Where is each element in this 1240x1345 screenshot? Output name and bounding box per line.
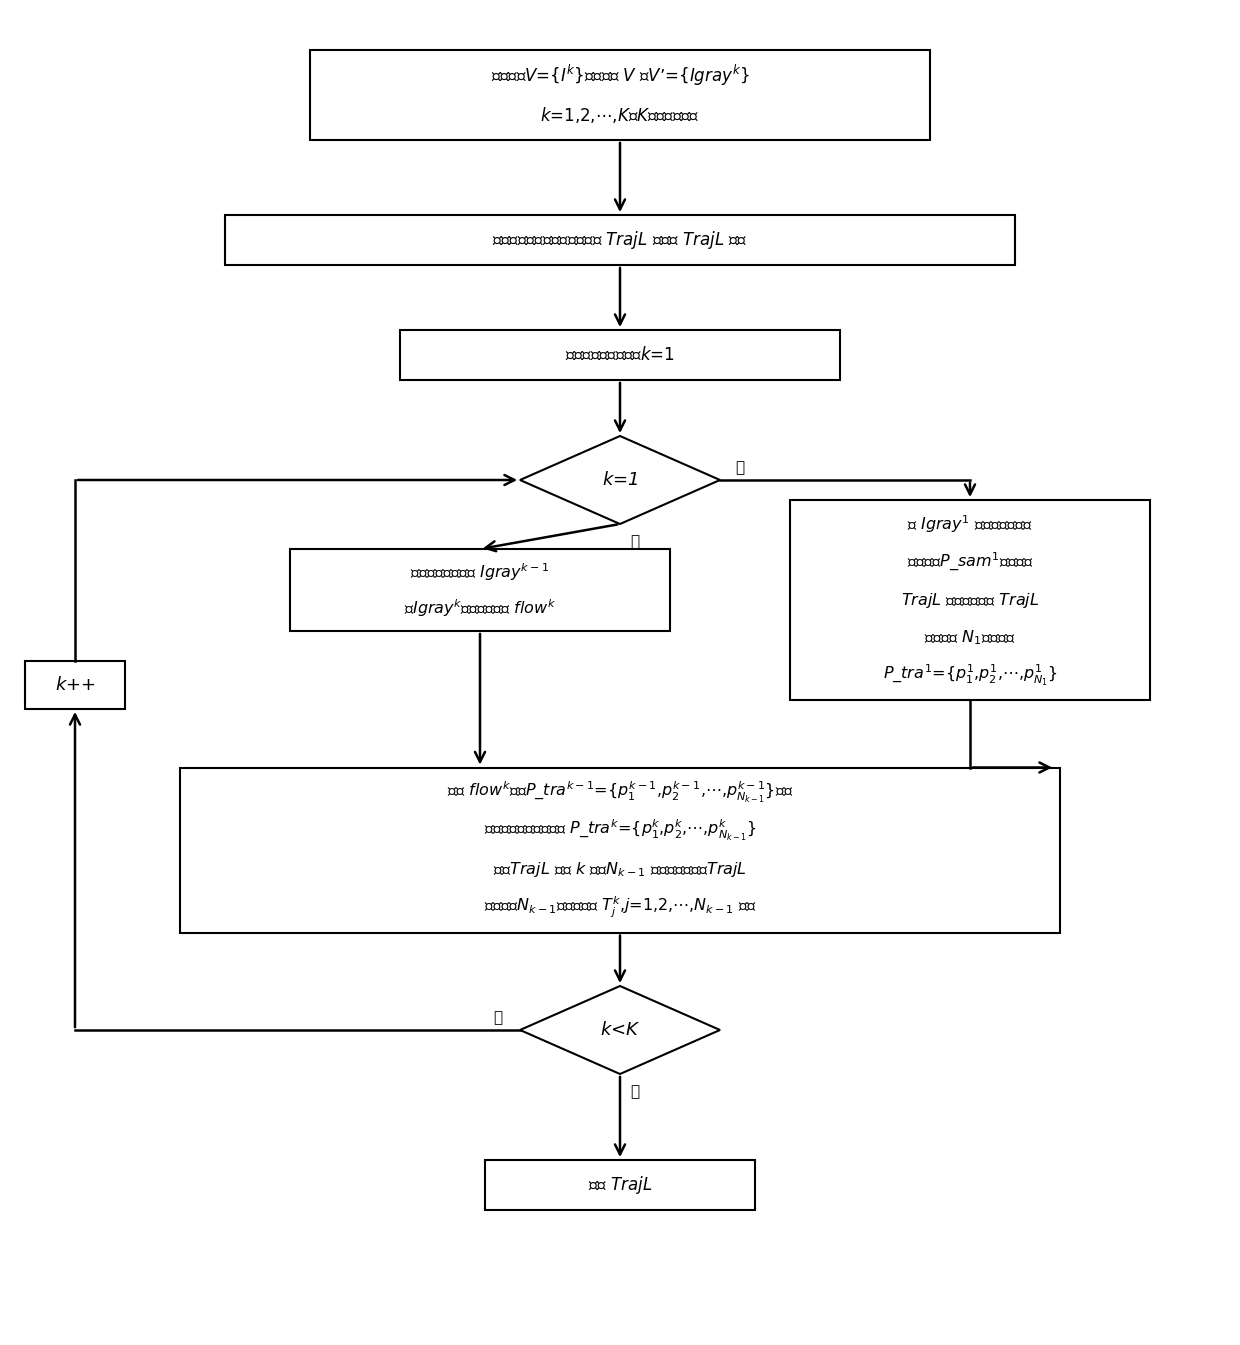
Text: 根据 $flow^k$，对$P\_tra^{k-1}$={$p_1^{k-1}$,$p_2^{k-1}$,⋯,$p_{N_{k-1}}^{k-1}$}中的: 根据 $flow^k$，对$P\_tra^{k-1}$={$p_1^{k-1}$… <box>446 780 794 806</box>
Text: 读入视频$V$={$I^k$}，灰度化 $V$ 得$V$’={$Igray^k$}: 读入视频$V$={$I^k$}，灰度化 $V$ 得$V$’={$Igray^k$… <box>491 63 749 87</box>
Text: 点跟踪，得到跟踪点集 $P\_tra^k$={$p_1^k$,$p_2^k$,⋯,$p_{N_{k-1}}^k$}: 点跟踪，得到跟踪点集 $P\_tra^k$={$p_1^k$,$p_2^k$,⋯… <box>484 818 756 843</box>
Text: $k$<$K$: $k$<$K$ <box>600 1021 640 1038</box>
Bar <box>401 330 839 381</box>
Text: 稀密点集$P\_sam^1$并添加到: 稀密点集$P\_sam^1$并添加到 <box>906 551 1033 573</box>
Bar <box>180 768 1060 932</box>
Bar <box>790 500 1149 699</box>
Bar <box>310 50 930 140</box>
Text: $k$++: $k$++ <box>55 677 95 694</box>
Text: 中共形成$N_{k-1}$条轨迹，用 $T_j^k$,$j$=1,2,⋯,$N_{k-1}$ 表示: 中共形成$N_{k-1}$条轨迹，用 $T_j^k$,$j$=1,2,⋯,$N_… <box>484 894 756 920</box>
Text: 第一列的 $N_1$个轨迹点: 第一列的 $N_1$个轨迹点 <box>924 628 1016 647</box>
Text: 是: 是 <box>492 1010 502 1025</box>
Text: $P\_tra^1$={$p_1^1$,$p_2^1$,⋯,$p_{N_1}^1$}: $P\_tra^1$={$p_1^1$,$p_2^1$,⋯,$p_{N_1}^1… <box>883 663 1058 689</box>
Text: 对 $Igray^1$ 稀密采样，得到: 对 $Igray^1$ 稀密采样，得到 <box>906 514 1033 535</box>
Bar <box>224 215 1016 265</box>
Text: $TrajL$ 第一列，形成 $TrajL$: $TrajL$ 第一列，形成 $TrajL$ <box>901 590 1039 609</box>
Polygon shape <box>520 986 720 1075</box>
Text: 压入$TrajL$ 的第 $k$ 列，$N_{k-1}$ 为轨迹点个数，$TrajL$: 压入$TrajL$ 的第 $k$ 列，$N_{k-1}$ 为轨迹点个数，$Tra… <box>494 859 746 878</box>
Text: 输出 $TrajL$: 输出 $TrajL$ <box>588 1174 652 1196</box>
Text: 计算前后两帧图像 $Igray^{k-1}$: 计算前后两帧图像 $Igray^{k-1}$ <box>410 561 549 582</box>
Text: $k$=1: $k$=1 <box>601 471 639 490</box>
Text: $k$=1,2,⋯,$K$，$K$是视频总帧数: $k$=1,2,⋯,$K$，$K$是视频总帧数 <box>541 105 699 125</box>
Text: 是: 是 <box>735 460 744 476</box>
Text: 和$Igray^k$的稀密光流场 $flow^k$: 和$Igray^k$的稀密光流场 $flow^k$ <box>404 597 557 619</box>
Bar <box>485 1159 755 1210</box>
Text: 初始化视频帧计数器$k$=1: 初始化视频帧计数器$k$=1 <box>565 346 675 364</box>
Polygon shape <box>520 436 720 525</box>
Text: 否: 否 <box>630 1084 639 1099</box>
Text: 否: 否 <box>630 534 639 550</box>
Bar <box>25 660 125 709</box>
Text: 创建一个动态变化的轨迹列表 $TrajL$ 初始化 $TrajL$ 为空: 创建一个动态变化的轨迹列表 $TrajL$ 初始化 $TrajL$ 为空 <box>492 229 748 252</box>
Bar <box>290 549 670 631</box>
